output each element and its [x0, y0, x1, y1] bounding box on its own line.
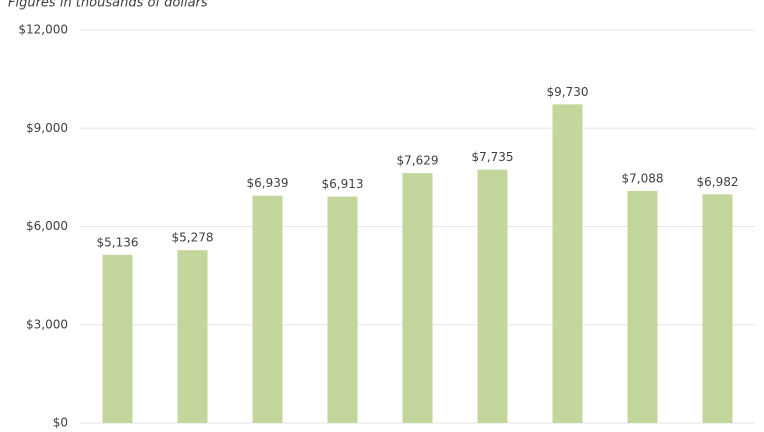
- data-label: $6,939: [247, 176, 289, 190]
- bar: [177, 250, 208, 423]
- chart-subtitle: Figures in thousands of dollars: [8, 0, 208, 11]
- data-label: $5,278: [172, 231, 214, 245]
- bar: [552, 104, 583, 423]
- y-tick-label: $0: [53, 416, 68, 430]
- data-label: $7,735: [472, 150, 514, 164]
- bar: [402, 173, 433, 423]
- data-label: $6,982: [697, 175, 739, 189]
- bar: [477, 169, 508, 423]
- y-tick-label: $3,000: [26, 317, 68, 331]
- bar: [627, 190, 658, 423]
- y-tick-label: $6,000: [26, 219, 68, 233]
- bar: [102, 254, 133, 423]
- bar: [327, 196, 358, 423]
- data-label: $5,136: [97, 235, 139, 249]
- bar: [702, 194, 733, 423]
- y-tick-label: $12,000: [18, 23, 68, 37]
- data-label: $7,088: [622, 171, 664, 185]
- data-label: $7,629: [397, 154, 439, 168]
- data-label: $9,730: [547, 85, 589, 99]
- data-label: $6,913: [322, 177, 364, 191]
- bar: [252, 195, 283, 423]
- y-tick-label: $9,000: [26, 121, 68, 135]
